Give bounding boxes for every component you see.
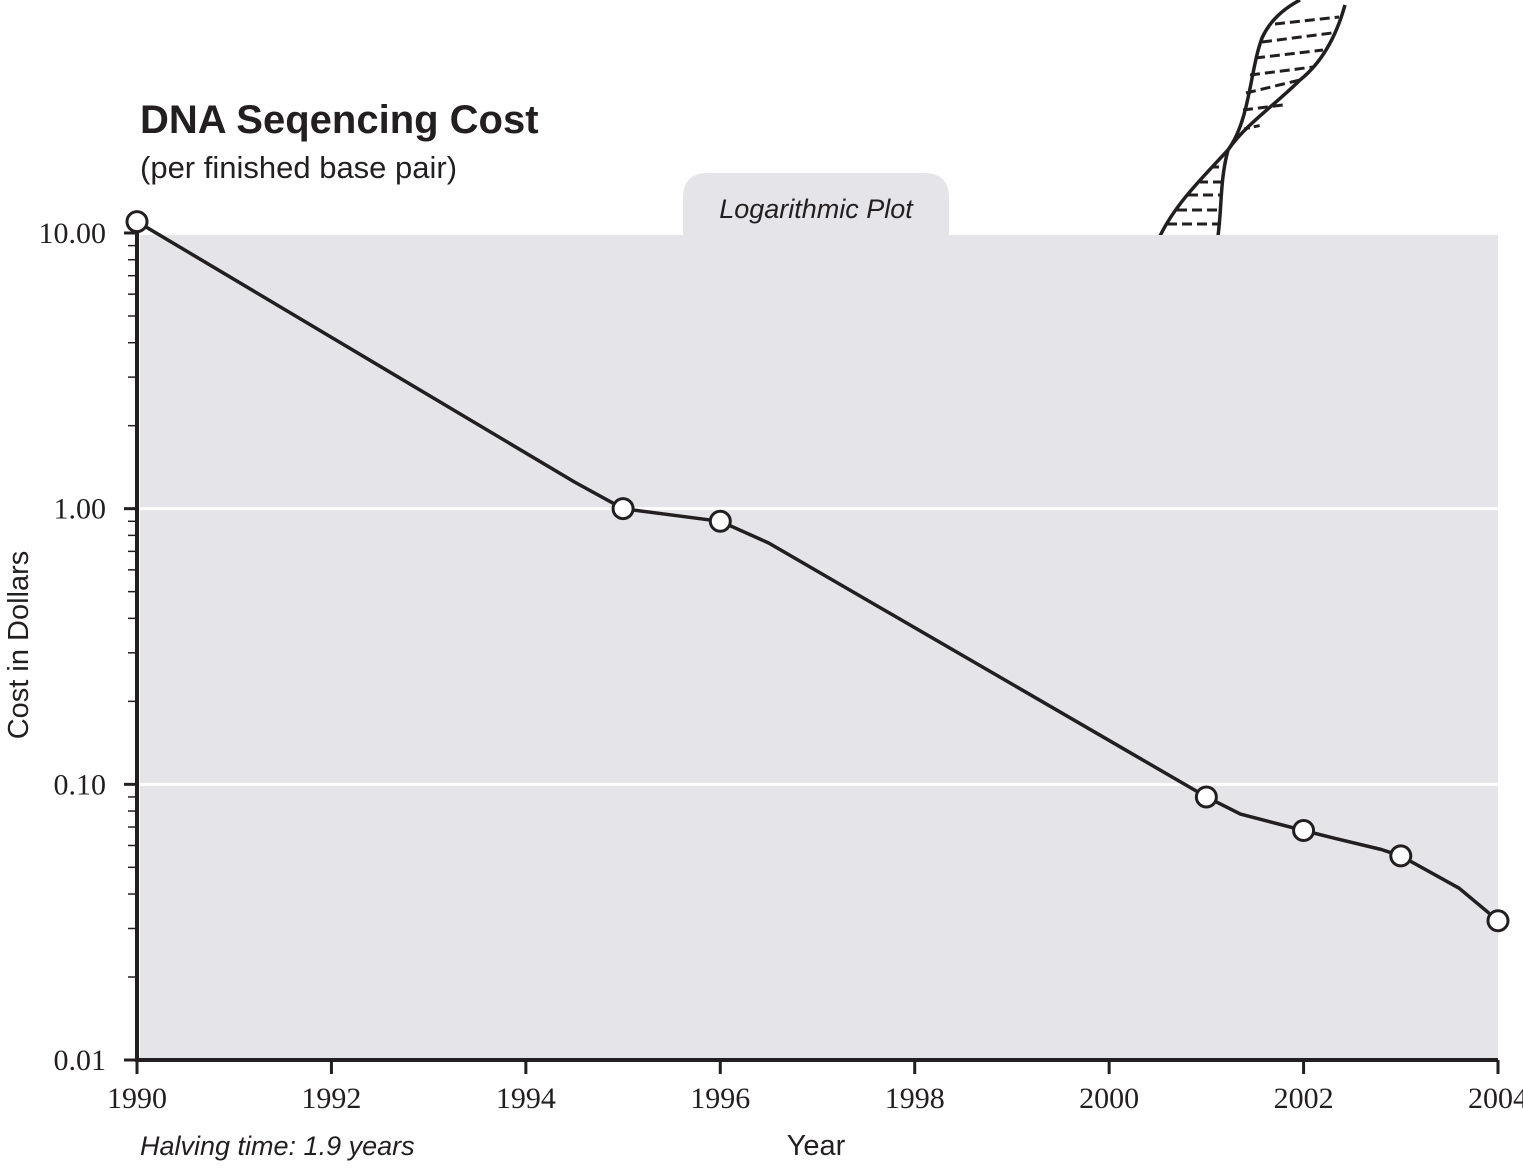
dna-helix-icon xyxy=(1158,0,1347,237)
data-point-marker xyxy=(611,497,635,521)
x-tick-label: 1994 xyxy=(496,1082,556,1115)
plot-type-tab xyxy=(683,173,949,237)
y-tick-label: 0.01 xyxy=(54,1044,107,1077)
data-point-marker xyxy=(1194,785,1218,809)
halving-time-note: Halving time: 1.9 years xyxy=(140,1131,415,1161)
data-point-marker xyxy=(125,210,149,234)
x-tick-label: 1998 xyxy=(885,1082,945,1115)
plot-area xyxy=(140,235,1498,1060)
data-markers xyxy=(125,210,1510,933)
x-tick-label: 2000 xyxy=(1079,1082,1139,1115)
x-axis-title: Year xyxy=(787,1130,846,1162)
data-point-marker xyxy=(708,509,732,533)
y-tick-label: 0.10 xyxy=(54,768,107,801)
y-tick-label: 10.00 xyxy=(39,217,107,250)
axes xyxy=(135,223,1498,1062)
chart-subtitle: (per finished base pair) xyxy=(140,150,457,185)
x-axis-ticks: 1990 1992 1994 1996 1998 2000 2002 2004 xyxy=(107,1060,1523,1115)
data-point-marker xyxy=(1486,909,1510,933)
x-tick-label: 1990 xyxy=(107,1082,167,1115)
x-tick-label: 1996 xyxy=(690,1082,750,1115)
x-tick-label: 2004 xyxy=(1468,1082,1523,1115)
x-tick-label: 2002 xyxy=(1274,1082,1334,1115)
chart-title: DNA Seqencing Cost xyxy=(140,98,539,142)
y-tick-label: 1.00 xyxy=(54,493,107,526)
x-tick-label: 1992 xyxy=(301,1082,361,1115)
gridlines xyxy=(140,507,1498,786)
plot-type-label: Logarithmic Plot xyxy=(719,194,914,224)
data-point-marker xyxy=(1292,819,1316,843)
y-axis-ticks: 10.00 1.00 0.10 0.01 xyxy=(39,217,137,1077)
y-axis-title: Cost in Dollars xyxy=(3,551,35,740)
data-point-marker xyxy=(1389,844,1413,868)
